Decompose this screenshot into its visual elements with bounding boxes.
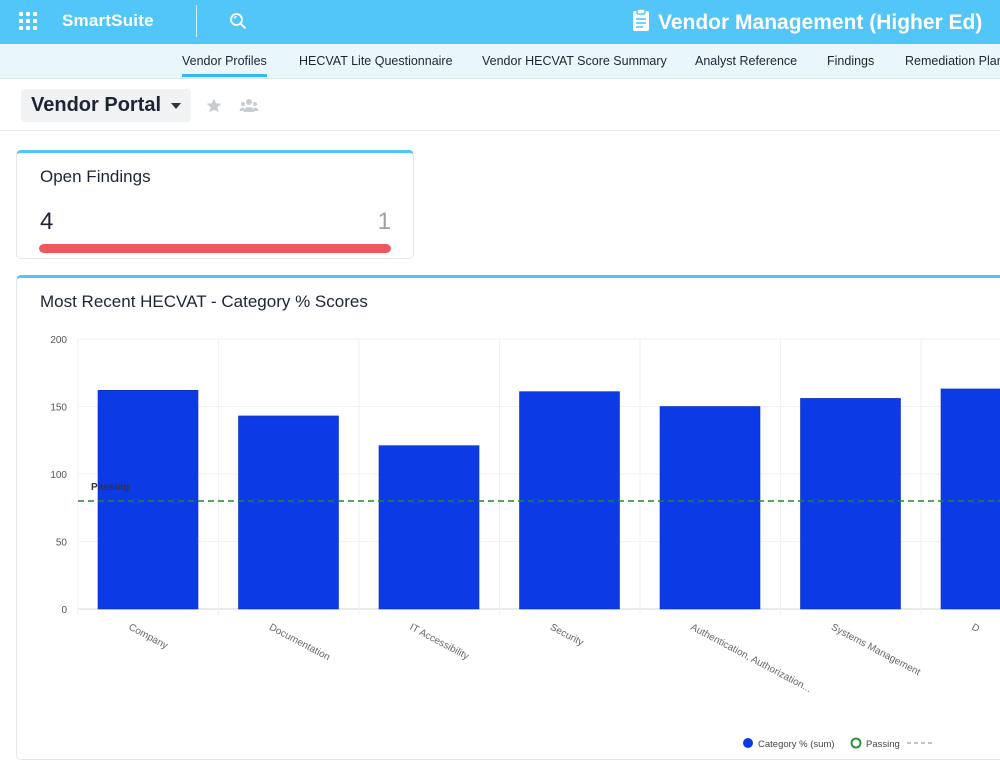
chevron-down-icon (171, 102, 182, 109)
tab-hecvat-lite-questionnaire[interactable]: HECVAT Lite Questionnaire (299, 54, 453, 68)
y-tick-label: 100 (50, 470, 67, 481)
legend-label-category: Category % (sum) (758, 739, 835, 750)
x-tick-label: Documentation (267, 622, 332, 663)
bar (97, 390, 199, 610)
hecvat-chart-widget: Most Recent HECVAT - Category % Scores 0… (16, 275, 1000, 760)
chart-title: Most Recent HECVAT - Category % Scores (40, 292, 368, 311)
y-tick-label: 50 (56, 538, 68, 549)
bar (800, 398, 901, 610)
x-tick-label: Authentication, Authorization... (689, 622, 813, 695)
tab-vendor-profiles[interactable]: Vendor Profiles (182, 54, 267, 77)
tab-remediation-plan[interactable]: Remediation Plan (905, 54, 1000, 68)
tab-analyst-reference[interactable]: Analyst Reference (695, 54, 798, 68)
open-findings-widget[interactable]: Open Findings 4 1 (16, 150, 414, 259)
findings-progress-bar (39, 244, 391, 253)
legend-label-passing: Passing (866, 739, 900, 750)
app-title: Vendor Management (Higher Ed) (632, 8, 982, 37)
findings-progress-fill (39, 244, 391, 253)
legend-swatch-passing (850, 737, 862, 749)
page-title: Vendor Portal (31, 94, 162, 116)
tab-vendor-hecvat-score-summary[interactable]: Vendor HECVAT Score Summary (482, 54, 667, 68)
x-tick-label: IT Accessibility (408, 622, 471, 662)
legend-swatch-category (743, 738, 753, 748)
bar (378, 445, 480, 610)
bar (940, 388, 1000, 610)
x-tick-label: D (970, 622, 982, 635)
brand-logo[interactable]: SmartSuite (62, 11, 154, 30)
apps-grid-icon[interactable] (19, 12, 39, 32)
widget-title: Open Findings (40, 167, 151, 186)
y-tick-label: 0 (61, 605, 67, 616)
clipboard-icon (632, 8, 650, 37)
findings-secondary-count: 1 (377, 208, 391, 235)
findings-count: 4 (40, 208, 54, 235)
star-icon[interactable] (205, 97, 223, 115)
x-tick-label: Systems Management (829, 622, 922, 679)
app-title-text: Vendor Management (Higher Ed) (658, 10, 983, 34)
y-tick-label: 200 (50, 335, 67, 346)
x-tick-label: Security (548, 622, 585, 649)
bar (238, 415, 339, 610)
top-header: SmartSuite Vendor Management (Higher Ed) (0, 0, 1000, 44)
y-tick-label: 150 (50, 403, 67, 414)
header-divider-line (0, 130, 1000, 131)
tab-findings[interactable]: Findings (827, 54, 875, 68)
tab-bar: Vendor Profiles HECVAT Lite Questionnair… (0, 44, 1000, 79)
x-tick-label: Company (127, 622, 170, 652)
portal-selector[interactable]: Vendor Portal (21, 89, 192, 122)
bar-chart: 0 50 100 150 200 Company Documentation IT Acces… (50, 335, 1000, 750)
passing-line-label: Passing (91, 482, 129, 493)
search-icon[interactable] (229, 12, 247, 30)
header-divider (196, 5, 197, 37)
bar (659, 406, 761, 610)
people-icon[interactable] (239, 97, 259, 115)
